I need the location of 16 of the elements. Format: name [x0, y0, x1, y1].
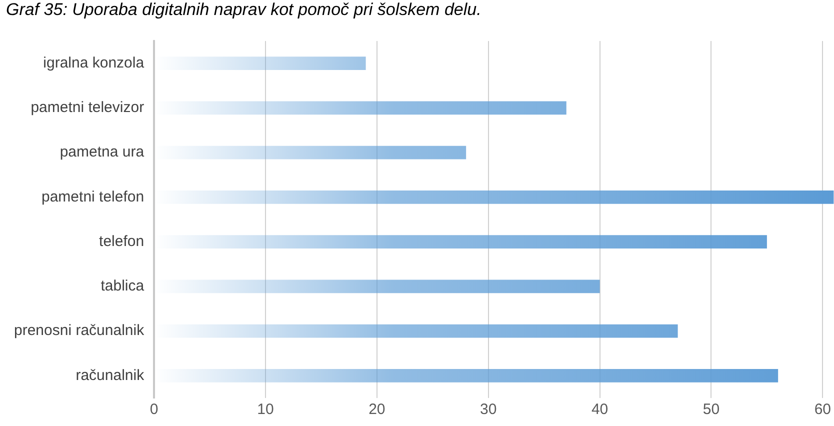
y-tick-label: igralna konzola — [43, 54, 145, 72]
y-tick-label: pametna ura — [60, 144, 145, 161]
x-tick-label: 30 — [480, 401, 497, 418]
y-tick-label: pametni televizor — [30, 99, 144, 116]
x-tick-label: 40 — [591, 401, 608, 418]
y-tick-label: pametni telefon — [42, 188, 144, 206]
y-tick-label: računalnik — [76, 366, 145, 384]
y-tick-label: telefon — [99, 232, 144, 250]
x-tick-label: 60 — [814, 401, 831, 418]
x-tick-label: 10 — [257, 401, 274, 418]
y-tick-label: prenosni računalnik — [14, 322, 145, 340]
y-tick-label: tablica — [100, 278, 145, 295]
chart-title: Graf 35: Uporaba digitalnih naprav kot pomoč pri šolskem delu. — [5, 0, 482, 21]
x-tick-label: 0 — [150, 401, 158, 418]
x-tick-label: 50 — [702, 401, 720, 418]
x-tick-label: 20 — [368, 401, 386, 418]
